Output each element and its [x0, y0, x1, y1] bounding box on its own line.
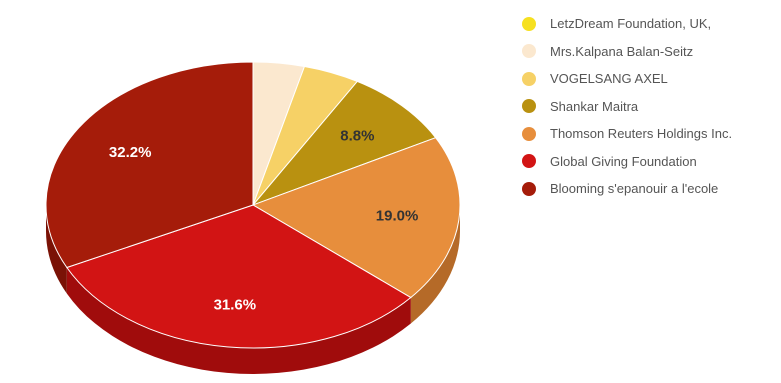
pie-side-thomson-reuters-holdings-inc	[410, 205, 460, 324]
legend-swatch	[522, 71, 536, 86]
pie-data-labels: 8.8% 19.0% 31.6% 32.2%	[109, 128, 418, 314]
legend-label: Thomson Reuters Holdings Inc.	[550, 126, 733, 142]
legend-item: Mrs.Kalpana Balan-Seitz	[522, 38, 732, 66]
legend-item: VOGELSANG AXEL	[522, 65, 732, 93]
legend-label: LetzDream Foundation, UK,	[550, 16, 712, 32]
legend-label: Mrs.Kalpana Balan-Seitz	[550, 43, 694, 59]
legend-label: VOGELSANG AXEL	[550, 71, 668, 87]
legend-swatch	[522, 99, 536, 114]
legend-label: Shankar Maitra	[550, 98, 639, 114]
pie-slices	[45, 61, 461, 349]
data-label-shankar-maitra: 8.8%	[340, 128, 374, 145]
pie-side-walls	[46, 205, 460, 375]
legend-item: Shankar Maitra	[522, 93, 732, 121]
legend-item: Thomson Reuters Holdings Inc.	[522, 120, 732, 148]
legend-swatch	[522, 16, 536, 31]
data-label-blooming-s-epanouir-a-l-ecole: 32.2%	[109, 144, 152, 161]
legend-swatch	[522, 126, 536, 141]
legend-label: Blooming s'epanouir a l'ecole	[550, 181, 719, 197]
legend-swatch	[522, 181, 536, 196]
pie-slice-global-giving-foundation	[66, 204, 412, 349]
data-label-thomson-reuters-holdings-inc: 19.0%	[376, 208, 419, 225]
legend-item: Blooming s'epanouir a l'ecole	[522, 175, 732, 203]
legend-item: LetzDream Foundation, UK,	[522, 10, 732, 38]
legend-swatch	[522, 44, 536, 59]
pie-side-global-giving-foundation	[66, 267, 411, 375]
legend-item: Global Giving Foundation	[522, 148, 732, 176]
pie-slice-thomson-reuters-holdings-inc	[251, 137, 461, 299]
legend-swatch	[522, 154, 536, 169]
chart-legend: LetzDream Foundation, UK, Mrs.Kalpana Bal…	[522, 10, 732, 203]
pie-side-blooming-s-epanouir-a-l-ecole	[46, 205, 67, 294]
pie-slice-shankar-maitra	[251, 80, 437, 207]
pie-slice-blooming-s-epanouir-a-l-ecole	[45, 61, 254, 269]
data-label-global-giving-foundation: 31.6%	[214, 296, 257, 313]
legend-label: Global Giving Foundation	[550, 153, 697, 169]
